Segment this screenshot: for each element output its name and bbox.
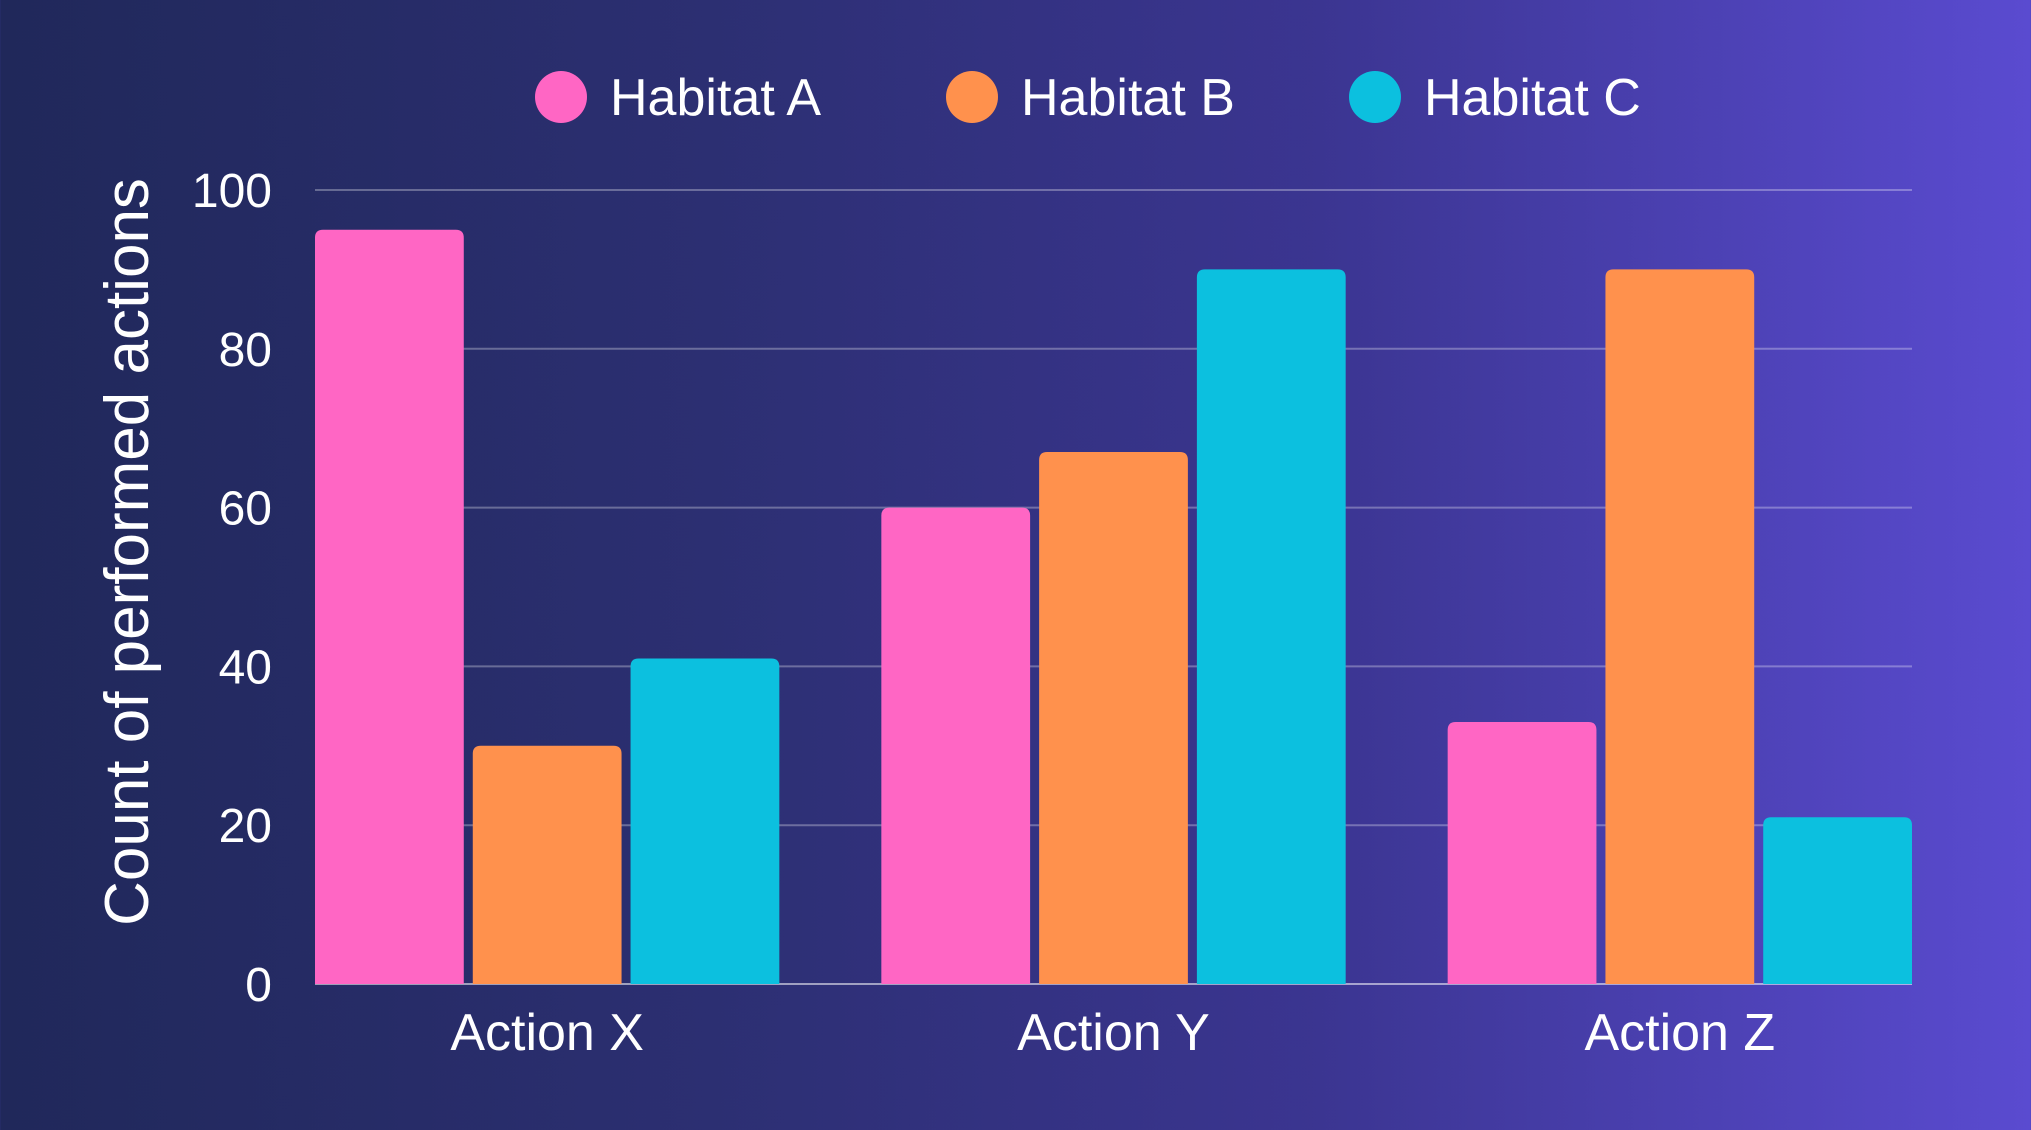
bar-habitat-c-action-z [1763, 817, 1912, 984]
bar-habitat-b-action-z [1605, 269, 1755, 984]
x-category-label: Action Z [1584, 1004, 1775, 1062]
x-axis-categories: Action X Action Y Action Z [450, 1004, 1775, 1062]
legend-label: Habitat A [610, 69, 821, 127]
bar-layer [315, 229, 1912, 984]
legend-label: Habitat C [1424, 69, 1641, 127]
legend-item: Habitat A [535, 69, 821, 127]
legend-item: Habitat C [1349, 69, 1641, 127]
legend-item: Habitat B [946, 69, 1235, 127]
x-category-label: Action Y [1017, 1004, 1210, 1062]
y-tick-label: 60 [219, 483, 272, 536]
bar-habitat-c-action-x [630, 658, 780, 984]
y-tick-label: 20 [219, 800, 272, 853]
y-tick-label: 40 [219, 641, 272, 694]
legend-swatch [946, 71, 998, 123]
y-axis-title: Count of performed actions [93, 178, 162, 926]
legend-label: Habitat B [1021, 69, 1235, 127]
bar-habitat-a-action-y [881, 507, 1031, 984]
y-tick-label: 0 [245, 959, 272, 1012]
legend: Habitat A Habitat B Habitat C [535, 69, 1641, 127]
bar-habitat-b-action-y [1039, 452, 1188, 984]
bar-habitat-c-action-y [1196, 269, 1346, 984]
legend-swatch [535, 71, 587, 123]
y-axis-ticks: 0 20 40 60 80 100 [192, 165, 272, 1012]
bar-habitat-b-action-x [472, 745, 622, 984]
y-tick-label: 100 [192, 165, 272, 218]
bar-habitat-a-action-z [1447, 721, 1597, 984]
y-tick-label: 80 [219, 324, 272, 377]
x-category-label: Action X [450, 1004, 644, 1062]
legend-swatch [1349, 71, 1401, 123]
bar-habitat-a-action-x [315, 229, 464, 984]
